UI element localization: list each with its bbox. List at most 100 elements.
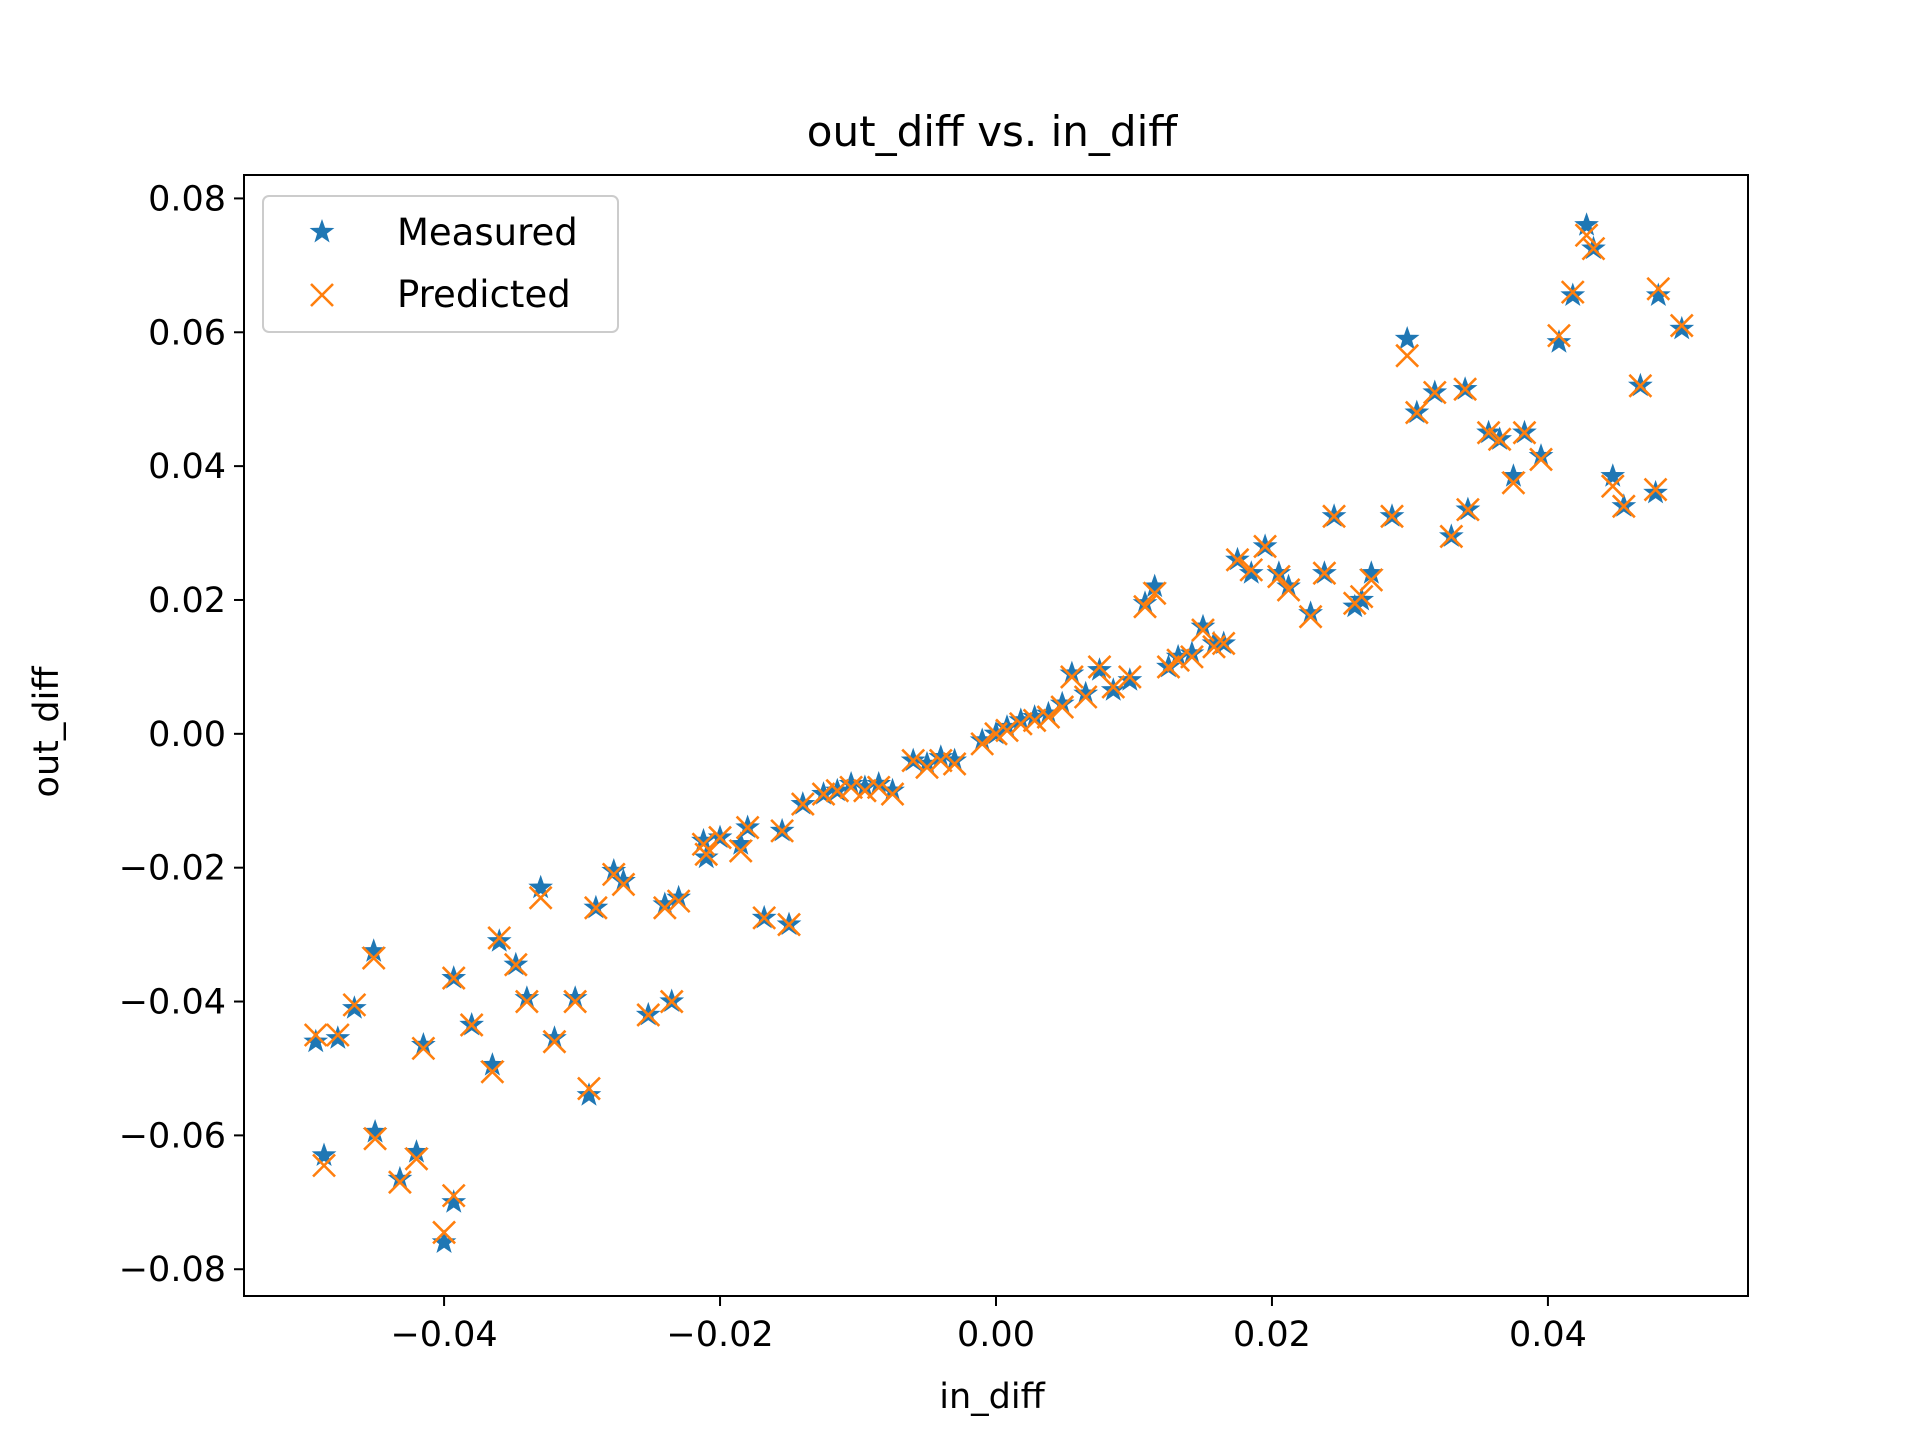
measured-point — [1022, 704, 1047, 728]
predicted-point — [1487, 427, 1512, 452]
legend-marker-predicted — [310, 283, 334, 307]
predicted-point — [542, 1029, 567, 1054]
measured-point — [486, 928, 512, 952]
measured-point — [1190, 613, 1216, 638]
x-axis-ticks: −0.04 −0.02 0.00 0.02 0.04 — [390, 1296, 1587, 1355]
predicted-point — [363, 1126, 388, 1151]
measured-point — [969, 727, 995, 751]
y-tick-label: 0.02 — [148, 581, 226, 621]
predicted-point — [325, 1023, 350, 1047]
predicted-point — [659, 989, 684, 1014]
legend-x-marker — [310, 283, 334, 307]
measured-point — [611, 868, 636, 892]
predicted-point — [1036, 705, 1061, 730]
predicted-point — [1501, 470, 1526, 495]
predicted-point — [1117, 665, 1142, 689]
measured-point — [441, 1189, 467, 1213]
plot-frame — [243, 174, 1749, 1297]
y-tick-label: 0.00 — [148, 715, 226, 755]
measured-point — [1560, 282, 1586, 306]
measured-point — [1645, 282, 1671, 306]
measured-point — [576, 1082, 602, 1106]
measured-point — [562, 985, 588, 1009]
predicted-point — [1395, 343, 1420, 368]
measured-point — [1142, 573, 1167, 598]
predicted-point — [942, 752, 967, 776]
legend: Measured Predicted — [262, 195, 619, 333]
measured-point — [387, 1165, 413, 1190]
predicted-point — [1073, 685, 1098, 709]
measured-point — [880, 777, 905, 802]
measured-point — [1600, 463, 1626, 487]
predicted-point — [503, 952, 528, 977]
predicted-point — [1512, 420, 1537, 445]
measured-point — [1669, 315, 1695, 340]
measured-point — [914, 750, 940, 775]
predicted-point — [728, 839, 753, 863]
x-axis-label: in_diff — [939, 1377, 1045, 1417]
measured-point — [1358, 560, 1384, 584]
predicted-point — [1142, 581, 1167, 606]
predicted-point — [1253, 534, 1277, 559]
measured-point — [1179, 640, 1205, 664]
measured-point — [601, 858, 627, 882]
predicted-point — [652, 895, 677, 920]
measured-point — [528, 874, 553, 899]
measured-point — [480, 1052, 505, 1076]
predicted-point — [1422, 380, 1447, 405]
predicted-point — [577, 1076, 601, 1101]
predicted-point — [387, 1170, 412, 1195]
x-tick-label: −0.02 — [666, 1315, 773, 1355]
predicted-point — [1380, 504, 1404, 529]
y-axis-ticks: −0.08 −0.06 −0.04 −0.02 0.00 0.02 0.04 0.06 0.08 — [119, 179, 244, 1290]
measured-point — [866, 771, 892, 795]
measured-point — [1036, 700, 1061, 725]
predicted-point — [1266, 564, 1291, 589]
predicted-point — [1180, 644, 1204, 669]
y-tick-label: 0.04 — [148, 447, 226, 487]
measured-point — [404, 1139, 429, 1163]
predicted-point — [708, 825, 732, 850]
predicted-point — [636, 1002, 661, 1027]
y-tick-label: −0.04 — [119, 983, 226, 1023]
predicted-point — [1133, 594, 1157, 619]
measured-point — [325, 1025, 351, 1049]
predicted-point — [361, 946, 386, 970]
measured-point — [691, 827, 716, 852]
predicted-point — [770, 818, 795, 843]
predicted-point — [1600, 474, 1625, 499]
measured-point — [1349, 587, 1374, 611]
predicted-point — [404, 1146, 429, 1171]
measured-point — [342, 995, 367, 1019]
legend-marker-measured — [309, 219, 335, 243]
measured-point — [942, 747, 967, 772]
predicted-point — [880, 782, 905, 806]
predicted-point — [342, 992, 367, 1017]
measured-point — [542, 1025, 567, 1049]
predicted-point — [825, 778, 850, 803]
predicted-point — [1669, 313, 1694, 338]
predicted-point — [1611, 494, 1636, 519]
predicted-point — [752, 905, 777, 930]
predicted-point — [514, 989, 539, 1014]
predicted-point — [432, 1220, 456, 1245]
predicted-point — [480, 1059, 505, 1084]
predicted-point — [1312, 561, 1337, 586]
predicted-point — [1628, 373, 1653, 398]
measured-point — [994, 714, 1020, 738]
predicted-point — [1101, 675, 1126, 699]
predicted-point — [995, 718, 1019, 743]
predicted-point — [1022, 708, 1047, 733]
predicted-point — [915, 755, 939, 780]
predicted-point — [790, 792, 815, 817]
predicted-point — [312, 1153, 336, 1178]
measured-point — [303, 1028, 329, 1053]
measured-point — [361, 938, 387, 962]
measured-point — [431, 1229, 457, 1253]
measured-point — [514, 985, 540, 1009]
predicted-point — [928, 748, 953, 773]
measured-point — [1073, 680, 1099, 705]
predicted-point — [1166, 648, 1191, 673]
predicted-point — [852, 778, 877, 803]
x-tick-label: 0.00 — [957, 1315, 1035, 1355]
